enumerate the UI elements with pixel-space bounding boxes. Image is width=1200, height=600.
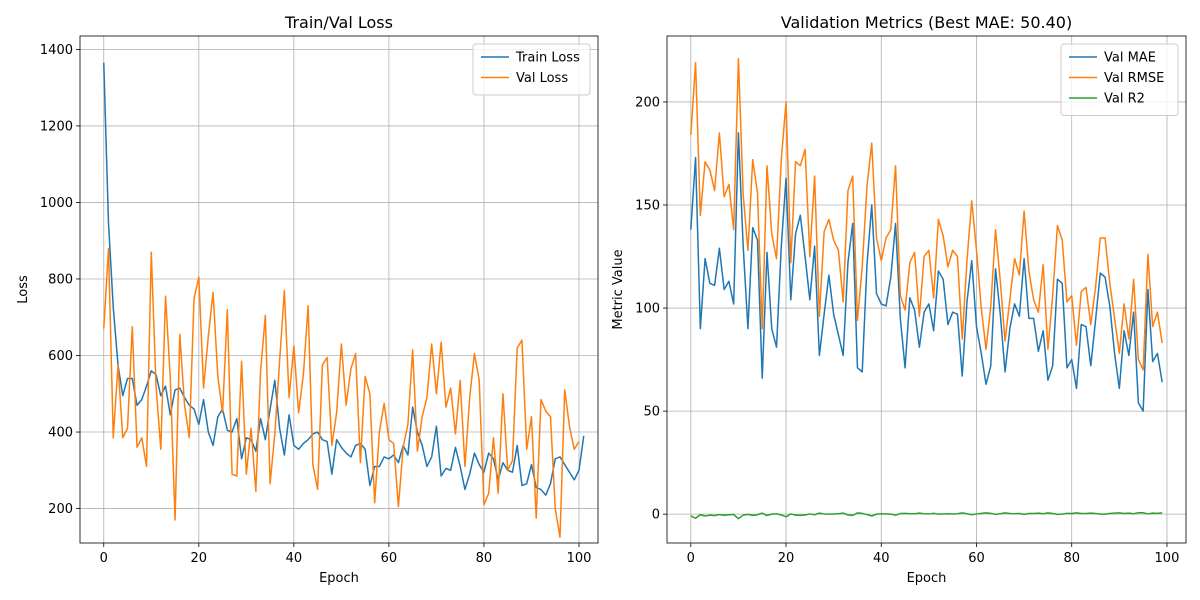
y-axis-label: Metric Value — [611, 249, 626, 329]
plot-frame — [79, 35, 599, 544]
y-axis-label: Loss — [16, 275, 31, 304]
legend-label-val-r2: Val R2 — [1104, 92, 1145, 107]
y-tick-label-2: 600 — [48, 349, 73, 364]
x-tick-label-2: 40 — [286, 551, 303, 566]
plot-area — [667, 36, 1186, 543]
x-tick-label-5: 100 — [567, 551, 592, 566]
legend: Train Loss Val Loss — [472, 43, 591, 96]
legend: Val MAE Val RMSE Val R2 — [1060, 43, 1179, 116]
y-tick-label-3: 150 — [635, 199, 660, 214]
series-line-val-mae — [690, 132, 1163, 412]
train-val-loss-chart: 0 20 40 60 80 100 200 400 600 800 1000 1200 1400 Trai… — [16, 13, 599, 586]
x-tick-label-0: 0 — [100, 551, 108, 566]
chart-title: Validation Metrics (Best MAE: 50.40) — [781, 13, 1072, 32]
x-tick-label-5: 100 — [1155, 551, 1180, 566]
x-axis-label: Epoch — [907, 571, 947, 586]
y-tick-label-5: 1200 — [40, 119, 73, 134]
x-tick-label-3: 60 — [381, 551, 398, 566]
series-line-val-rmse — [690, 57, 1163, 371]
y-tick-label-4: 200 — [635, 95, 660, 110]
legend-label-val-loss: Val Loss — [516, 71, 568, 86]
x-tick-label-1: 20 — [778, 551, 795, 566]
x-axis-label: Epoch — [319, 571, 359, 586]
legend-label-train-loss: Train Loss — [515, 51, 580, 66]
y-tick-label-1: 50 — [643, 405, 660, 420]
y-tick-label-6: 1400 — [40, 43, 73, 58]
y-tick-label-4: 1000 — [40, 196, 73, 211]
y-tick-label-0: 0 — [652, 508, 660, 523]
x-tick-label-3: 60 — [968, 551, 985, 566]
y-tick-label-1: 400 — [48, 426, 73, 441]
y-tick-label-0: 200 — [48, 502, 73, 517]
x-tick-label-4: 80 — [476, 551, 493, 566]
x-tick-label-2: 40 — [873, 551, 890, 566]
validation-metrics-chart: 0 20 40 60 80 100 0 50 100 150 200 Validation Metri… — [611, 13, 1187, 586]
plot-area — [80, 36, 598, 543]
legend-label-val-mae: Val MAE — [1104, 51, 1156, 66]
series-line-val-loss — [103, 247, 580, 539]
plot-frame — [666, 35, 1187, 544]
chart-title: Train/Val Loss — [284, 13, 393, 32]
x-tick-label-0: 0 — [687, 551, 695, 566]
x-tick-label-4: 80 — [1063, 551, 1080, 566]
y-tick-label-3: 800 — [48, 272, 73, 287]
y-tick-label-2: 100 — [635, 302, 660, 317]
series-line-val-r2 — [690, 511, 1163, 520]
x-tick-label-1: 20 — [191, 551, 208, 566]
legend-label-val-rmse: Val RMSE — [1104, 71, 1164, 86]
